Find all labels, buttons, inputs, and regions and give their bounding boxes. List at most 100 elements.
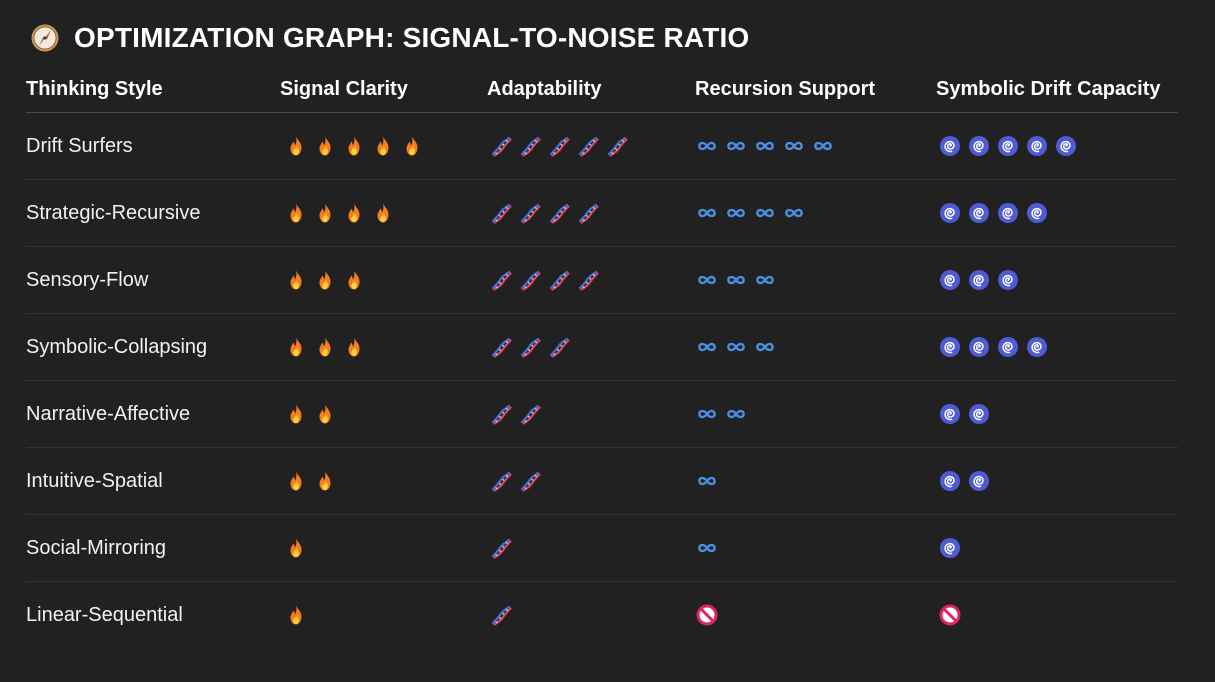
- recursion-support-cell: [695, 380, 936, 448]
- infinity-icon: [696, 403, 718, 425]
- table-row: Strategic-Recursive: [26, 179, 1178, 247]
- infinity-icon: [754, 135, 776, 157]
- spiral-icon: [1026, 135, 1048, 157]
- symbolic-drift-cell: [936, 112, 1178, 180]
- signal-clarity-rating: [280, 537, 487, 559]
- spiral-icon: [939, 202, 961, 224]
- recursion-support-cell: [695, 313, 936, 381]
- dna-icon: [548, 202, 570, 224]
- symbolic-drift-cell: [936, 246, 1178, 314]
- signal-clarity-cell: [280, 380, 487, 448]
- optimization-table: Thinking Style Signal Clarity Adaptabili…: [26, 70, 1178, 648]
- signal-clarity-cell: [280, 179, 487, 247]
- symbolic-drift-rating: [936, 403, 1178, 425]
- dna-icon: [519, 269, 541, 291]
- thinking-style-cell: Strategic-Recursive: [26, 179, 280, 247]
- spiral-icon: [1055, 135, 1077, 157]
- spiral-icon: [997, 269, 1019, 291]
- infinity-icon: [783, 135, 805, 157]
- adaptability-rating: [487, 403, 695, 425]
- adaptability-rating: [487, 470, 695, 492]
- signal-clarity-rating: [280, 269, 487, 291]
- header-adaptability: Adaptability: [487, 70, 695, 113]
- dna-icon: [606, 135, 628, 157]
- dna-icon: [577, 269, 599, 291]
- fire-icon: [314, 202, 336, 224]
- recursion-support-rating: [695, 202, 936, 224]
- thinking-style-cell: Linear-Sequential: [26, 603, 183, 626]
- infinity-icon: [696, 470, 718, 492]
- fire-icon: [285, 269, 307, 291]
- header-thinking-style: Thinking Style: [26, 70, 280, 113]
- spiral-icon: [939, 135, 961, 157]
- symbolic-drift-rating: [936, 604, 1178, 626]
- adaptability-cell: [487, 246, 695, 314]
- fire-icon: [285, 135, 307, 157]
- recursion-support-cell: [695, 514, 936, 582]
- page-title: OPTIMIZATION GRAPH: SIGNAL-TO-NOISE RATI…: [74, 22, 750, 53]
- recursion-support-rating: [695, 336, 936, 358]
- adaptability-rating: [487, 202, 695, 224]
- spiral-icon: [939, 537, 961, 559]
- table-row: Sensory-Flow: [26, 246, 1178, 314]
- spiral-icon: [997, 202, 1019, 224]
- infinity-icon: [696, 336, 718, 358]
- fire-icon: [343, 202, 365, 224]
- recursion-support-cell: [695, 179, 936, 247]
- adaptability-cell: [487, 447, 695, 515]
- fire-icon: [343, 269, 365, 291]
- symbolic-drift-rating: [936, 470, 1178, 492]
- recursion-support-cell: [695, 246, 936, 314]
- recursion-support-rating: [695, 135, 936, 157]
- recursion-support-cell: [695, 582, 936, 649]
- dna-icon: [548, 269, 570, 291]
- compass-icon: [30, 23, 60, 53]
- dna-icon: [490, 336, 512, 358]
- dna-icon: [490, 470, 512, 492]
- fire-icon: [314, 336, 336, 358]
- table-row: Intuitive-Spatial: [26, 447, 1178, 515]
- fire-icon: [372, 135, 394, 157]
- infinity-icon: [696, 537, 718, 559]
- signal-clarity-cell: [280, 514, 487, 582]
- fire-icon: [314, 403, 336, 425]
- dna-icon: [490, 202, 512, 224]
- signal-clarity-cell: [280, 246, 487, 314]
- spiral-icon: [968, 269, 990, 291]
- spiral-icon: [968, 403, 990, 425]
- thinking-style-cell: Symbolic-Collapsing: [26, 313, 280, 381]
- symbolic-drift-cell: [936, 380, 1178, 448]
- dna-icon: [519, 202, 541, 224]
- adaptability-rating: [487, 269, 695, 291]
- adaptability-rating: [487, 604, 695, 626]
- infinity-icon: [754, 336, 776, 358]
- infinity-icon: [696, 269, 718, 291]
- infinity-icon: [783, 202, 805, 224]
- symbolic-drift-cell: [936, 447, 1178, 515]
- spiral-icon: [939, 336, 961, 358]
- signal-clarity-cell: [280, 582, 487, 649]
- fire-icon: [314, 135, 336, 157]
- symbolic-drift-rating: [936, 269, 1178, 291]
- dna-icon: [490, 403, 512, 425]
- recursion-support-rating: [695, 604, 936, 626]
- spiral-icon: [997, 336, 1019, 358]
- dna-icon: [577, 202, 599, 224]
- table-row: Linear-Sequential: [26, 582, 1178, 649]
- title-row: OPTIMIZATION GRAPH: SIGNAL-TO-NOISE RATI…: [30, 18, 1179, 58]
- fire-icon: [314, 269, 336, 291]
- infinity-icon: [754, 202, 776, 224]
- infinity-icon: [725, 202, 747, 224]
- recursion-support-rating: [695, 403, 936, 425]
- table-row: Social-Mirroring: [26, 514, 1178, 582]
- adaptability-cell: [487, 582, 695, 649]
- table-row: Narrative-Affective: [26, 380, 1178, 448]
- header-signal-clarity: Signal Clarity: [280, 70, 487, 113]
- spiral-icon: [939, 470, 961, 492]
- spiral-icon: [997, 135, 1019, 157]
- recursion-support-cell: [695, 112, 936, 180]
- infinity-icon: [812, 135, 834, 157]
- signal-clarity-rating: [280, 336, 487, 358]
- table-row: Drift Surfers: [26, 112, 1178, 180]
- spiral-icon: [939, 269, 961, 291]
